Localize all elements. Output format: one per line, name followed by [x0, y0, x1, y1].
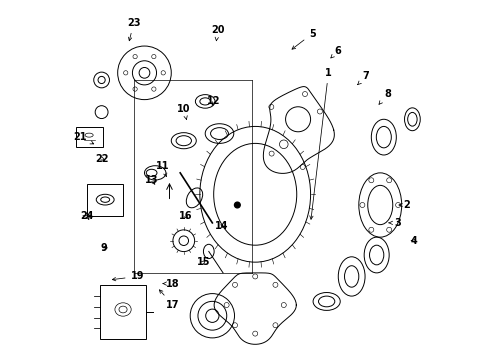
- Text: 24: 24: [81, 211, 94, 221]
- Text: 9: 9: [100, 243, 107, 253]
- Text: 21: 21: [73, 132, 94, 144]
- Text: 13: 13: [144, 175, 158, 185]
- Text: 22: 22: [95, 154, 108, 163]
- Text: 14: 14: [214, 221, 227, 231]
- Bar: [87, 184, 123, 216]
- Circle shape: [234, 202, 240, 208]
- Text: 6: 6: [330, 46, 340, 58]
- Text: 8: 8: [378, 89, 390, 104]
- Bar: [100, 285, 146, 339]
- Text: 10: 10: [177, 104, 190, 120]
- Text: 17: 17: [159, 290, 180, 310]
- Text: 7: 7: [357, 71, 368, 85]
- Text: 23: 23: [127, 18, 140, 41]
- Text: 2: 2: [398, 200, 409, 210]
- Text: 20: 20: [210, 25, 224, 41]
- Text: 12: 12: [207, 96, 221, 107]
- Text: 15: 15: [196, 257, 210, 267]
- Text: 1: 1: [309, 68, 331, 219]
- Text: 16: 16: [179, 211, 192, 221]
- Text: 19: 19: [112, 271, 144, 282]
- Text: 11: 11: [155, 161, 169, 177]
- Text: 5: 5: [291, 28, 315, 49]
- Text: 4: 4: [410, 236, 417, 246]
- Text: 3: 3: [388, 218, 401, 228]
- Text: 18: 18: [163, 279, 180, 289]
- Bar: [75, 127, 102, 147]
